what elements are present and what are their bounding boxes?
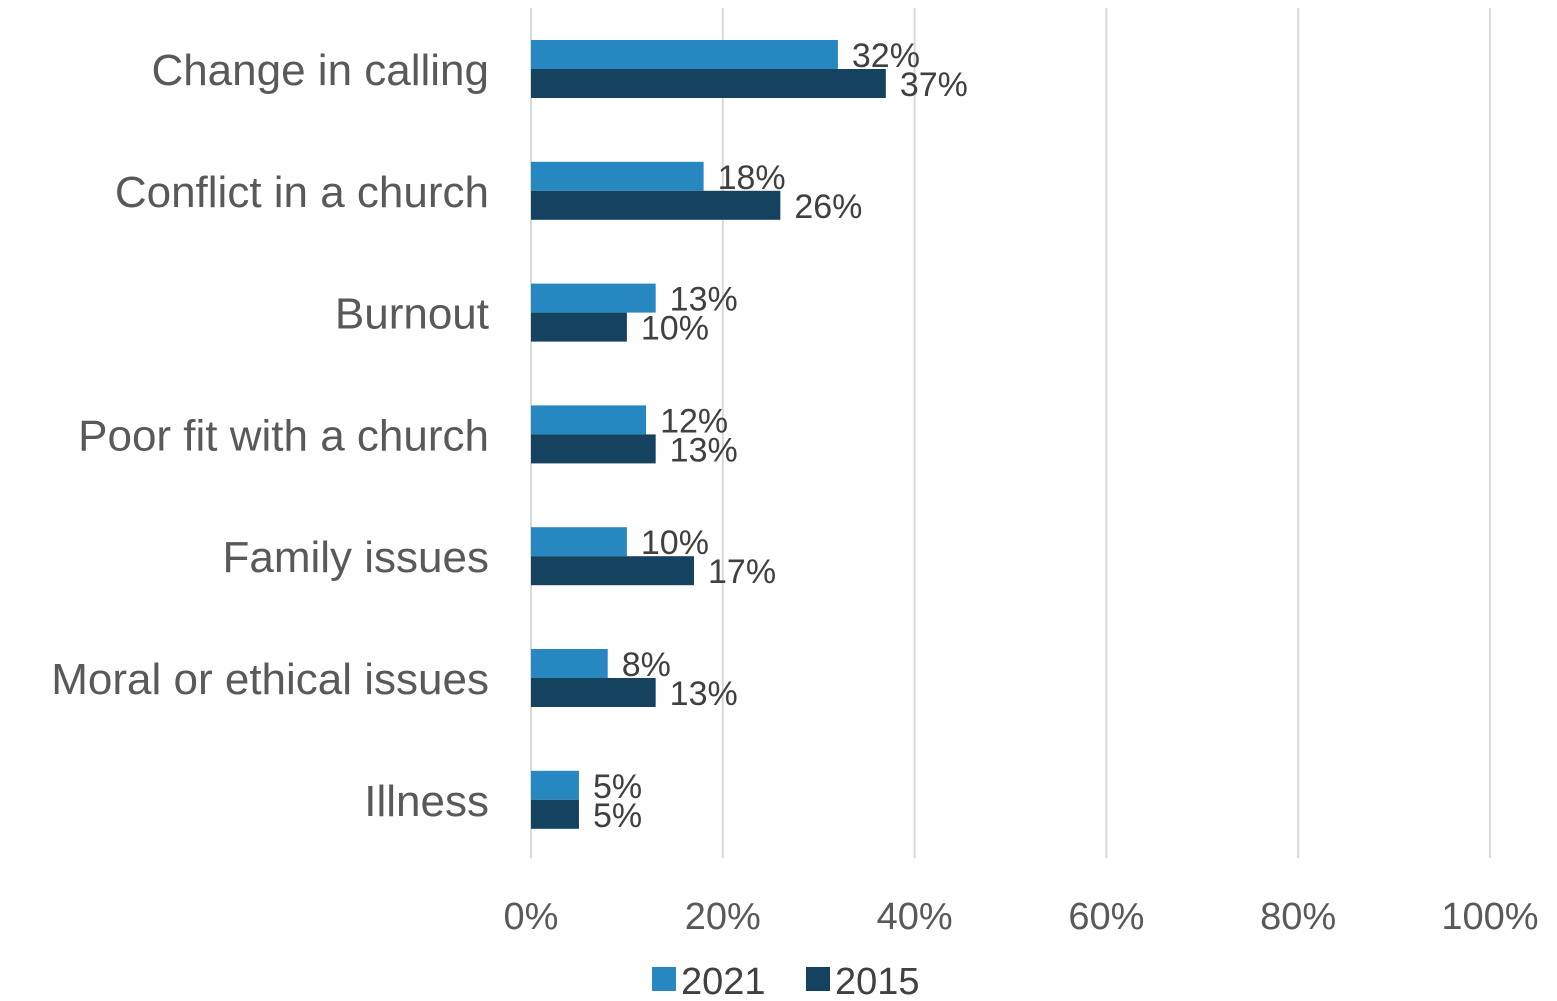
bar-2015-1: [531, 190, 781, 220]
bar-2015-2: [531, 312, 627, 342]
bar-2021-3: [531, 405, 647, 435]
category-label: Moral or ethical issues: [51, 655, 489, 704]
legend-swatch-2015: [806, 967, 830, 991]
bar-2021-5: [531, 649, 608, 678]
category-label: Change in calling: [151, 46, 489, 95]
legend-label: 2021: [681, 961, 766, 1001]
x-tick-label: 20%: [685, 896, 761, 938]
data-label: 32%: [852, 37, 920, 75]
data-label: 5%: [593, 768, 642, 806]
data-label: 37%: [900, 66, 968, 104]
data-label: 17%: [708, 553, 776, 591]
legend-swatch-2021: [652, 967, 676, 991]
data-label: 5%: [593, 797, 642, 835]
data-label: 26%: [794, 188, 862, 226]
data-label: 13%: [670, 431, 738, 469]
bar-2015-4: [531, 556, 695, 586]
bar-2021-2: [531, 283, 656, 313]
legend-label: 2015: [835, 961, 920, 1001]
bar-2015-3: [531, 434, 656, 464]
category-label: Poor fit with a church: [78, 411, 489, 460]
category-labels: Change in calling Conflict in a church Bur…: [51, 46, 489, 826]
data-label: 12%: [660, 402, 728, 440]
bar-2021-0: [531, 40, 838, 69]
data-label: 10%: [641, 524, 709, 562]
bar-2021-6: [531, 770, 579, 800]
x-tick-label: 80%: [1260, 896, 1336, 938]
x-tick-label: 60%: [1068, 896, 1144, 938]
category-label: Illness: [364, 777, 489, 826]
x-tick-label: 100%: [1441, 896, 1538, 938]
data-label: 13%: [670, 281, 738, 319]
bar-2015-5: [531, 678, 656, 707]
bars: [531, 40, 886, 829]
data-label: 18%: [718, 159, 786, 197]
category-label: Conflict in a church: [115, 168, 489, 217]
legend: 2021 2015: [652, 961, 920, 1001]
bar-2015-6: [531, 799, 579, 829]
data-label: 8%: [622, 646, 671, 684]
bar-2021-1: [531, 161, 704, 191]
bar-2015-0: [531, 69, 886, 98]
x-tick-label: 40%: [877, 896, 953, 938]
x-tick-label: 0%: [504, 896, 559, 938]
category-label: Burnout: [335, 290, 489, 339]
bar-2021-4: [531, 527, 627, 557]
category-label: Family issues: [223, 533, 490, 582]
data-label: 13%: [670, 675, 738, 713]
gridlines: [530, 8, 1491, 858]
x-tick-labels: 0% 20% 40% 60% 80% 100%: [504, 896, 1539, 938]
data-label: 10%: [641, 310, 709, 348]
data-labels: 32%37%18%26%13%10%12%13%10%17%8%13%5%5%: [593, 37, 968, 835]
